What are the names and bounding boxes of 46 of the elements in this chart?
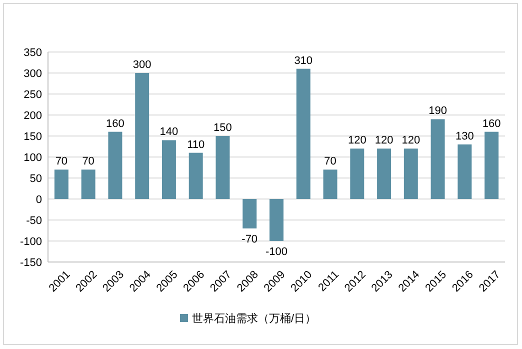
y-tick-label: 50 [30, 173, 42, 185]
y-tick-label: 250 [24, 89, 42, 101]
bar [323, 170, 338, 199]
data-label: 160 [106, 118, 124, 130]
data-label: 70 [55, 156, 68, 168]
data-label: 70 [324, 156, 336, 168]
bar [216, 136, 230, 199]
data-label: 110 [187, 138, 205, 151]
data-label: -70 [242, 233, 258, 246]
y-tick-label: 0 [36, 194, 42, 206]
legend-label: 世界石油需求（万桶/日） [192, 312, 316, 325]
bar [108, 132, 122, 199]
data-label: -100 [265, 246, 288, 258]
y-tick-label: 100 [24, 152, 42, 164]
data-label: 310 [294, 54, 313, 67]
bar [135, 73, 150, 199]
data-label: 140 [160, 126, 178, 138]
y-tick-label: -150 [20, 257, 42, 269]
data-label: 120 [348, 134, 366, 147]
bar [296, 68, 310, 199]
data-label: 130 [455, 130, 474, 142]
bar [350, 148, 364, 199]
data-label: 160 [482, 118, 501, 130]
bar [54, 170, 68, 199]
bar [270, 199, 284, 241]
y-tick-label: 300 [24, 68, 42, 80]
bar [484, 132, 499, 199]
bar [458, 144, 472, 199]
bar [430, 119, 445, 199]
data-label: 120 [374, 134, 394, 147]
y-tick-label: 200 [24, 110, 42, 122]
bar [242, 199, 257, 228]
bar [188, 152, 203, 199]
bar [162, 140, 176, 199]
data-label: 190 [428, 105, 447, 118]
y-tick-label: 150 [24, 131, 42, 143]
bar [404, 148, 418, 199]
bar [377, 148, 392, 199]
y-tick-label: 350 [24, 47, 42, 59]
y-tick-label: -50 [26, 215, 42, 227]
data-label: 70 [82, 156, 94, 168]
y-tick-label: -100 [20, 236, 42, 248]
bar [81, 170, 96, 199]
data-label: 150 [214, 122, 232, 134]
data-label: 120 [402, 134, 420, 147]
data-label: 300 [132, 59, 152, 71]
